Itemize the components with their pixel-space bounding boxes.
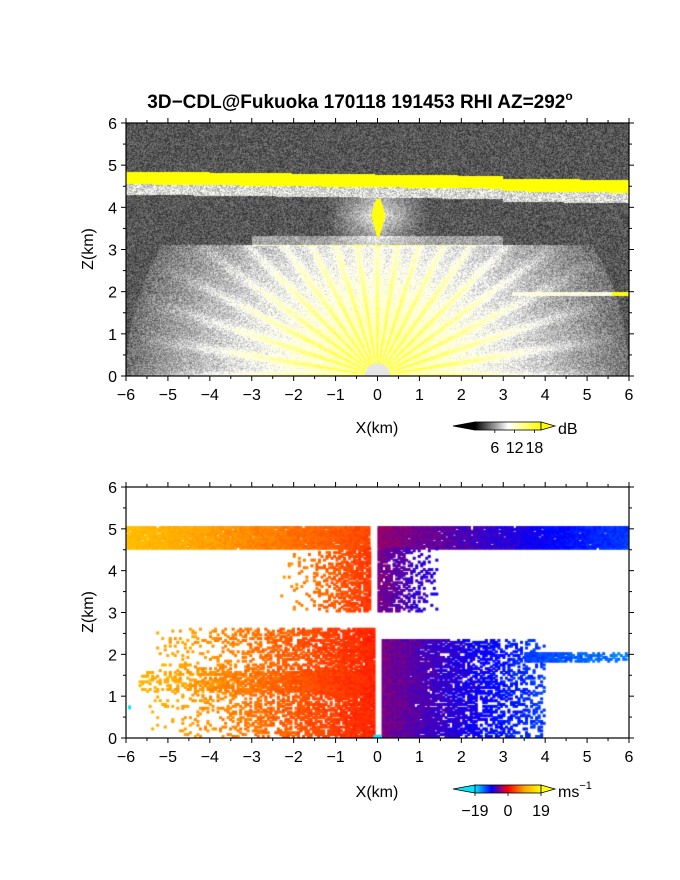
y-tick-label: 0 [108, 369, 117, 386]
x-tick-label: 5 [583, 749, 592, 766]
colorbar-tick-label: −19 [461, 803, 488, 820]
x-tick-label: 4 [541, 749, 550, 766]
x-tick-label: −2 [285, 387, 303, 404]
x-tick-label: 5 [583, 387, 592, 404]
colorbar-tick-label: 0 [504, 803, 513, 820]
colorbar-db: dB 6 12 18 [452, 421, 578, 457]
x-tick-label: 1 [415, 749, 424, 766]
x-tick-label: 2 [457, 387, 466, 404]
y-tick-label: 3 [108, 606, 117, 623]
y-axis-label: Z(km) [80, 591, 97, 633]
y-tick-label: 3 [108, 243, 117, 260]
x-tick-label: −6 [117, 749, 135, 766]
y-tick-label: 2 [108, 285, 117, 302]
x-axis-label: X(km) [356, 784, 399, 801]
figure-title-text: 3D−CDL@Fukuoka 170118 191453 RHI AZ=292 [147, 92, 565, 113]
colorbar-tick-label: 18 [526, 440, 544, 457]
y-tick-label: 6 [108, 116, 117, 133]
x-tick-label: −5 [159, 387, 177, 404]
colorbar-max-arrow [540, 784, 557, 794]
y-axis-label: Z(km) [80, 228, 97, 270]
y-tick-label: 4 [108, 200, 117, 217]
colorbar-strip [474, 784, 542, 794]
x-tick-label: −1 [326, 387, 344, 404]
colorbar-unit: ms−1 [558, 780, 592, 801]
x-tick-label: −1 [326, 749, 344, 766]
doppler-velocity-heatmap [126, 487, 629, 738]
colorbar-min-arrow [452, 784, 476, 794]
colorbar-strip [474, 421, 542, 431]
y-tick-label: 2 [108, 647, 117, 664]
y-tick-label: 1 [108, 327, 117, 344]
y-tick-label: 0 [108, 731, 117, 748]
doppler-velocity-panel: −6 −5 −4 −3 −2 −1 0 1 2 3 4 5 6 0 1 2 3 4 5 6 X(km) Z(km) m… [80, 480, 634, 820]
y-tick-label: 4 [108, 564, 117, 581]
x-tick-label: −4 [201, 387, 219, 404]
y-tick-label: 6 [108, 480, 117, 497]
signal-intensity-heatmap [126, 123, 629, 376]
x-tick-label: 6 [625, 387, 634, 404]
y-tick-label: 5 [108, 522, 117, 539]
colorbar-unit: dB [558, 421, 578, 438]
y-tick-label: 5 [108, 158, 117, 175]
figure-title-degree: o [565, 89, 572, 103]
colorbar-tick-label: 6 [490, 440, 499, 457]
x-tick-label: −3 [243, 387, 261, 404]
x-tick-label: 0 [373, 749, 382, 766]
x-tick-label: −4 [201, 749, 219, 766]
x-axis-label: X(km) [356, 420, 399, 437]
x-tick-label: −6 [117, 387, 135, 404]
colorbar-min-arrow [452, 421, 476, 431]
x-tick-label: 6 [625, 749, 634, 766]
x-tick-label: 0 [373, 387, 382, 404]
x-tick-label: 2 [457, 749, 466, 766]
figure-title: 3D−CDL@Fukuoka 170118 191453 RHI AZ=292o [147, 89, 572, 113]
colorbar-tick-label: 12 [506, 440, 524, 457]
x-tick-label: 4 [541, 387, 550, 404]
x-tick-label: −5 [159, 749, 177, 766]
x-tick-label: 1 [415, 387, 424, 404]
x-tick-label: −2 [285, 749, 303, 766]
colorbar-velocity: ms−1 −19 0 19 [452, 780, 592, 820]
colorbar-tick-label: 19 [532, 803, 550, 820]
y-tick-label: 1 [108, 689, 117, 706]
x-tick-label: 3 [499, 387, 508, 404]
colorbar-max-arrow [540, 421, 557, 431]
x-tick-label: 3 [499, 749, 508, 766]
x-tick-label: −3 [243, 749, 261, 766]
